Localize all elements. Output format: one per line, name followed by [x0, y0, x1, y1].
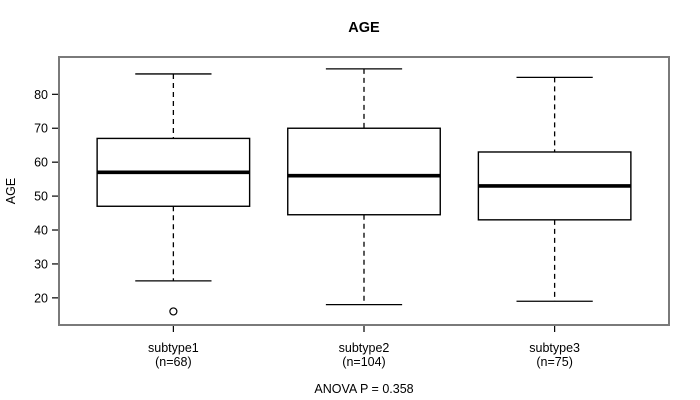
category-count-label: (n=68) — [155, 355, 191, 369]
chart-title: AGE — [348, 20, 380, 36]
category-label: subtype2 — [339, 341, 390, 355]
category-label: subtype1 — [148, 341, 199, 355]
y-axis-tick-label: 20 — [34, 291, 48, 305]
plot-frame — [58, 56, 670, 326]
y-axis-tick-label: 30 — [34, 257, 48, 271]
y-axis-tick-label: 70 — [34, 122, 48, 136]
y-axis-tick-label: 40 — [34, 224, 48, 238]
outlier-point — [169, 307, 178, 316]
y-axis-tick-label: 60 — [34, 156, 48, 170]
category-count-label: (n=75) — [536, 355, 572, 369]
category-label: subtype3 — [529, 341, 580, 355]
y-axis-tick-label: 50 — [34, 190, 48, 204]
category-count-label: (n=104) — [342, 355, 385, 369]
anova-footnote: ANOVA P = 0.358 — [314, 382, 414, 396]
iqr-box — [287, 127, 441, 216]
y-axis-tick-label: 80 — [34, 88, 48, 102]
